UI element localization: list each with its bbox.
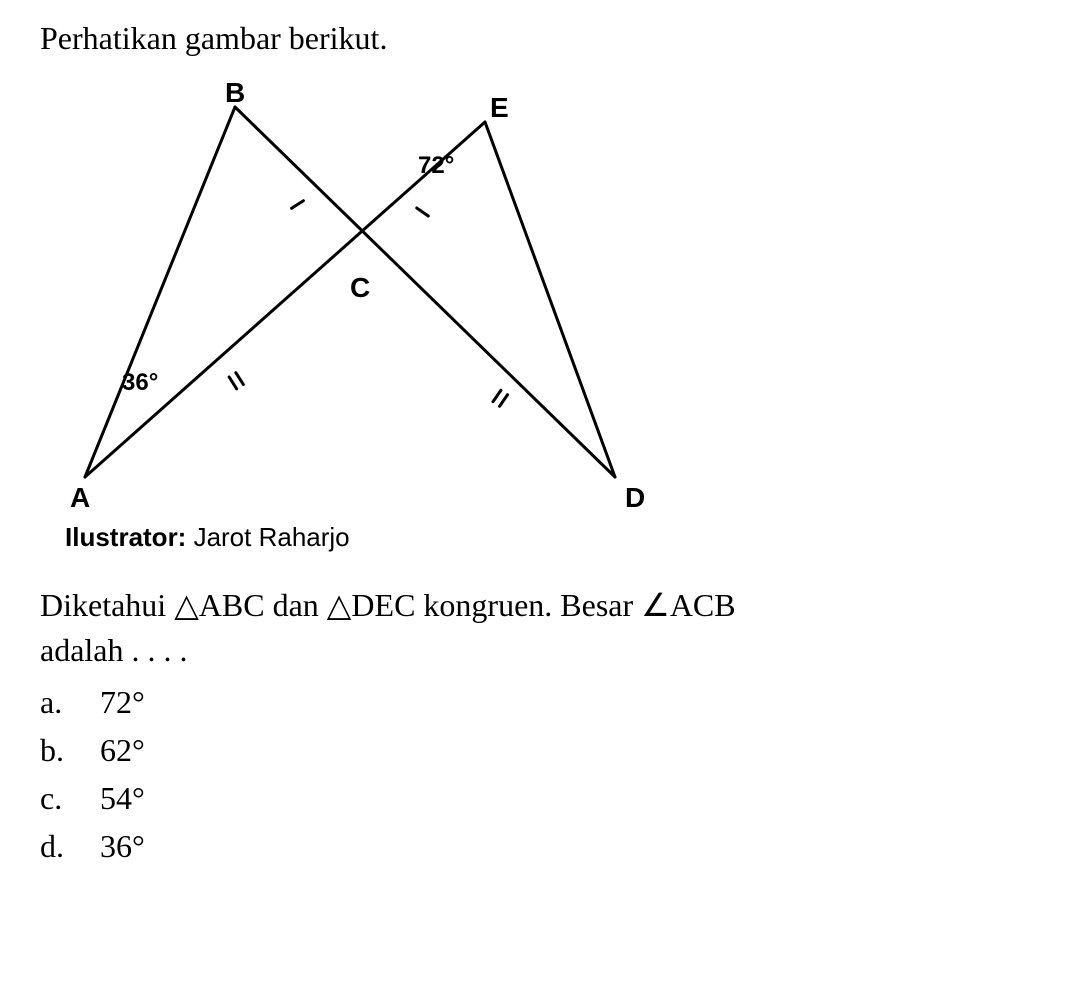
option-a: a. 72° [40, 678, 1035, 726]
triangle-symbol-1: △ [174, 587, 199, 623]
illustrator-name: Jarot Raharjo [186, 522, 349, 552]
question-intro: Perhatikan gambar berikut. [40, 20, 1035, 57]
option-value: 36° [100, 822, 145, 870]
option-value: 62° [100, 726, 145, 774]
answer-options: a. 72° b. 62° c. 54° d. 36° [40, 678, 1035, 870]
option-value: 72° [100, 678, 145, 726]
vertex-label-e: E [490, 92, 509, 124]
vertex-label-d: D [625, 482, 645, 514]
q-line2: adalah . . . . [40, 632, 188, 668]
q-part2: kongruen. Besar [415, 587, 641, 623]
vertex-label-a: A [70, 482, 90, 514]
q-mid: dan [265, 587, 327, 623]
option-c: c. 54° [40, 774, 1035, 822]
vertex-label-b: B [225, 77, 245, 109]
option-b: b. 62° [40, 726, 1035, 774]
illustrator-prefix: Ilustrator: [65, 522, 186, 552]
triangle-symbol-2: △ [327, 587, 352, 623]
q-part1: Diketahui [40, 587, 174, 623]
q-triangle1: ABC [199, 587, 265, 623]
option-letter: d. [40, 822, 100, 870]
option-value: 54° [100, 774, 145, 822]
option-letter: c. [40, 774, 100, 822]
illustrator-credit: Ilustrator: Jarot Raharjo [65, 522, 1035, 553]
option-d: d. 36° [40, 822, 1035, 870]
question-text: Diketahui △ABC dan △DEC kongruen. Besar … [40, 583, 1035, 673]
option-letter: b. [40, 726, 100, 774]
q-triangle2: DEC [351, 587, 415, 623]
angle-label-72: 72° [418, 152, 454, 180]
q-angle: ACB [670, 587, 736, 623]
vertex-label-c: C [350, 272, 370, 304]
triangle-diagram: A B C E D 36° 72° [60, 77, 660, 517]
angle-label-36: 36° [122, 369, 158, 397]
angle-symbol: ∠ [641, 587, 670, 623]
option-letter: a. [40, 678, 100, 726]
